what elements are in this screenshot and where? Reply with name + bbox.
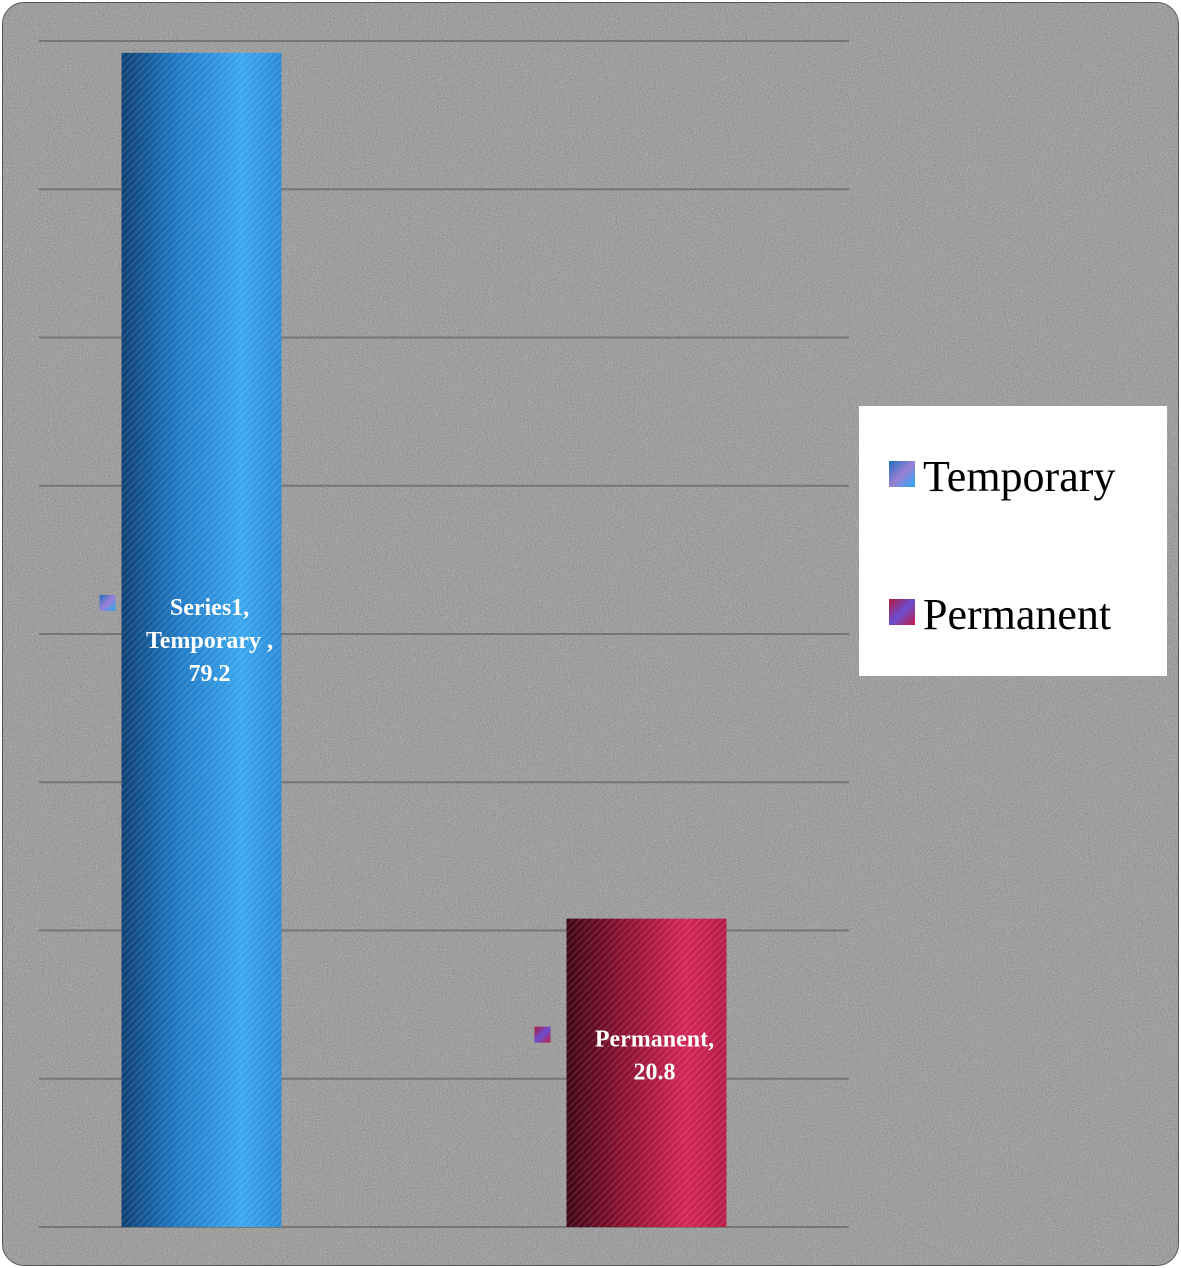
legend-swatch-temporary <box>889 461 915 487</box>
bar-permanent-texture <box>566 918 727 1227</box>
data-label-permanent-line-0: Permanent, <box>595 1027 714 1053</box>
data-label-temporary-line-2: 79.2 <box>189 661 231 687</box>
legend-box <box>859 406 1167 676</box>
bars <box>121 52 727 1228</box>
bar-chart: Series1, Temporary , 79.2 Permanent, 20.8 Te… <box>3 3 1178 1265</box>
data-label-swatch-temporary <box>99 594 116 611</box>
data-label-temporary-line-1: Temporary , <box>146 628 273 654</box>
legend-swatch-permanent <box>889 599 915 625</box>
legend: Temporary Permanent <box>859 406 1167 676</box>
legend-label-permanent: Permanent <box>923 590 1111 639</box>
data-label-temporary-line-0: Series1, <box>170 595 249 621</box>
data-label-swatch-permanent <box>534 1026 551 1043</box>
data-labels: Series1, Temporary , 79.2 Permanent, 20.8 <box>99 594 714 1086</box>
data-label-permanent-line-1: 20.8 <box>634 1060 676 1086</box>
bar-temporary-texture <box>121 52 282 1228</box>
legend-label-temporary: Temporary <box>923 452 1115 501</box>
